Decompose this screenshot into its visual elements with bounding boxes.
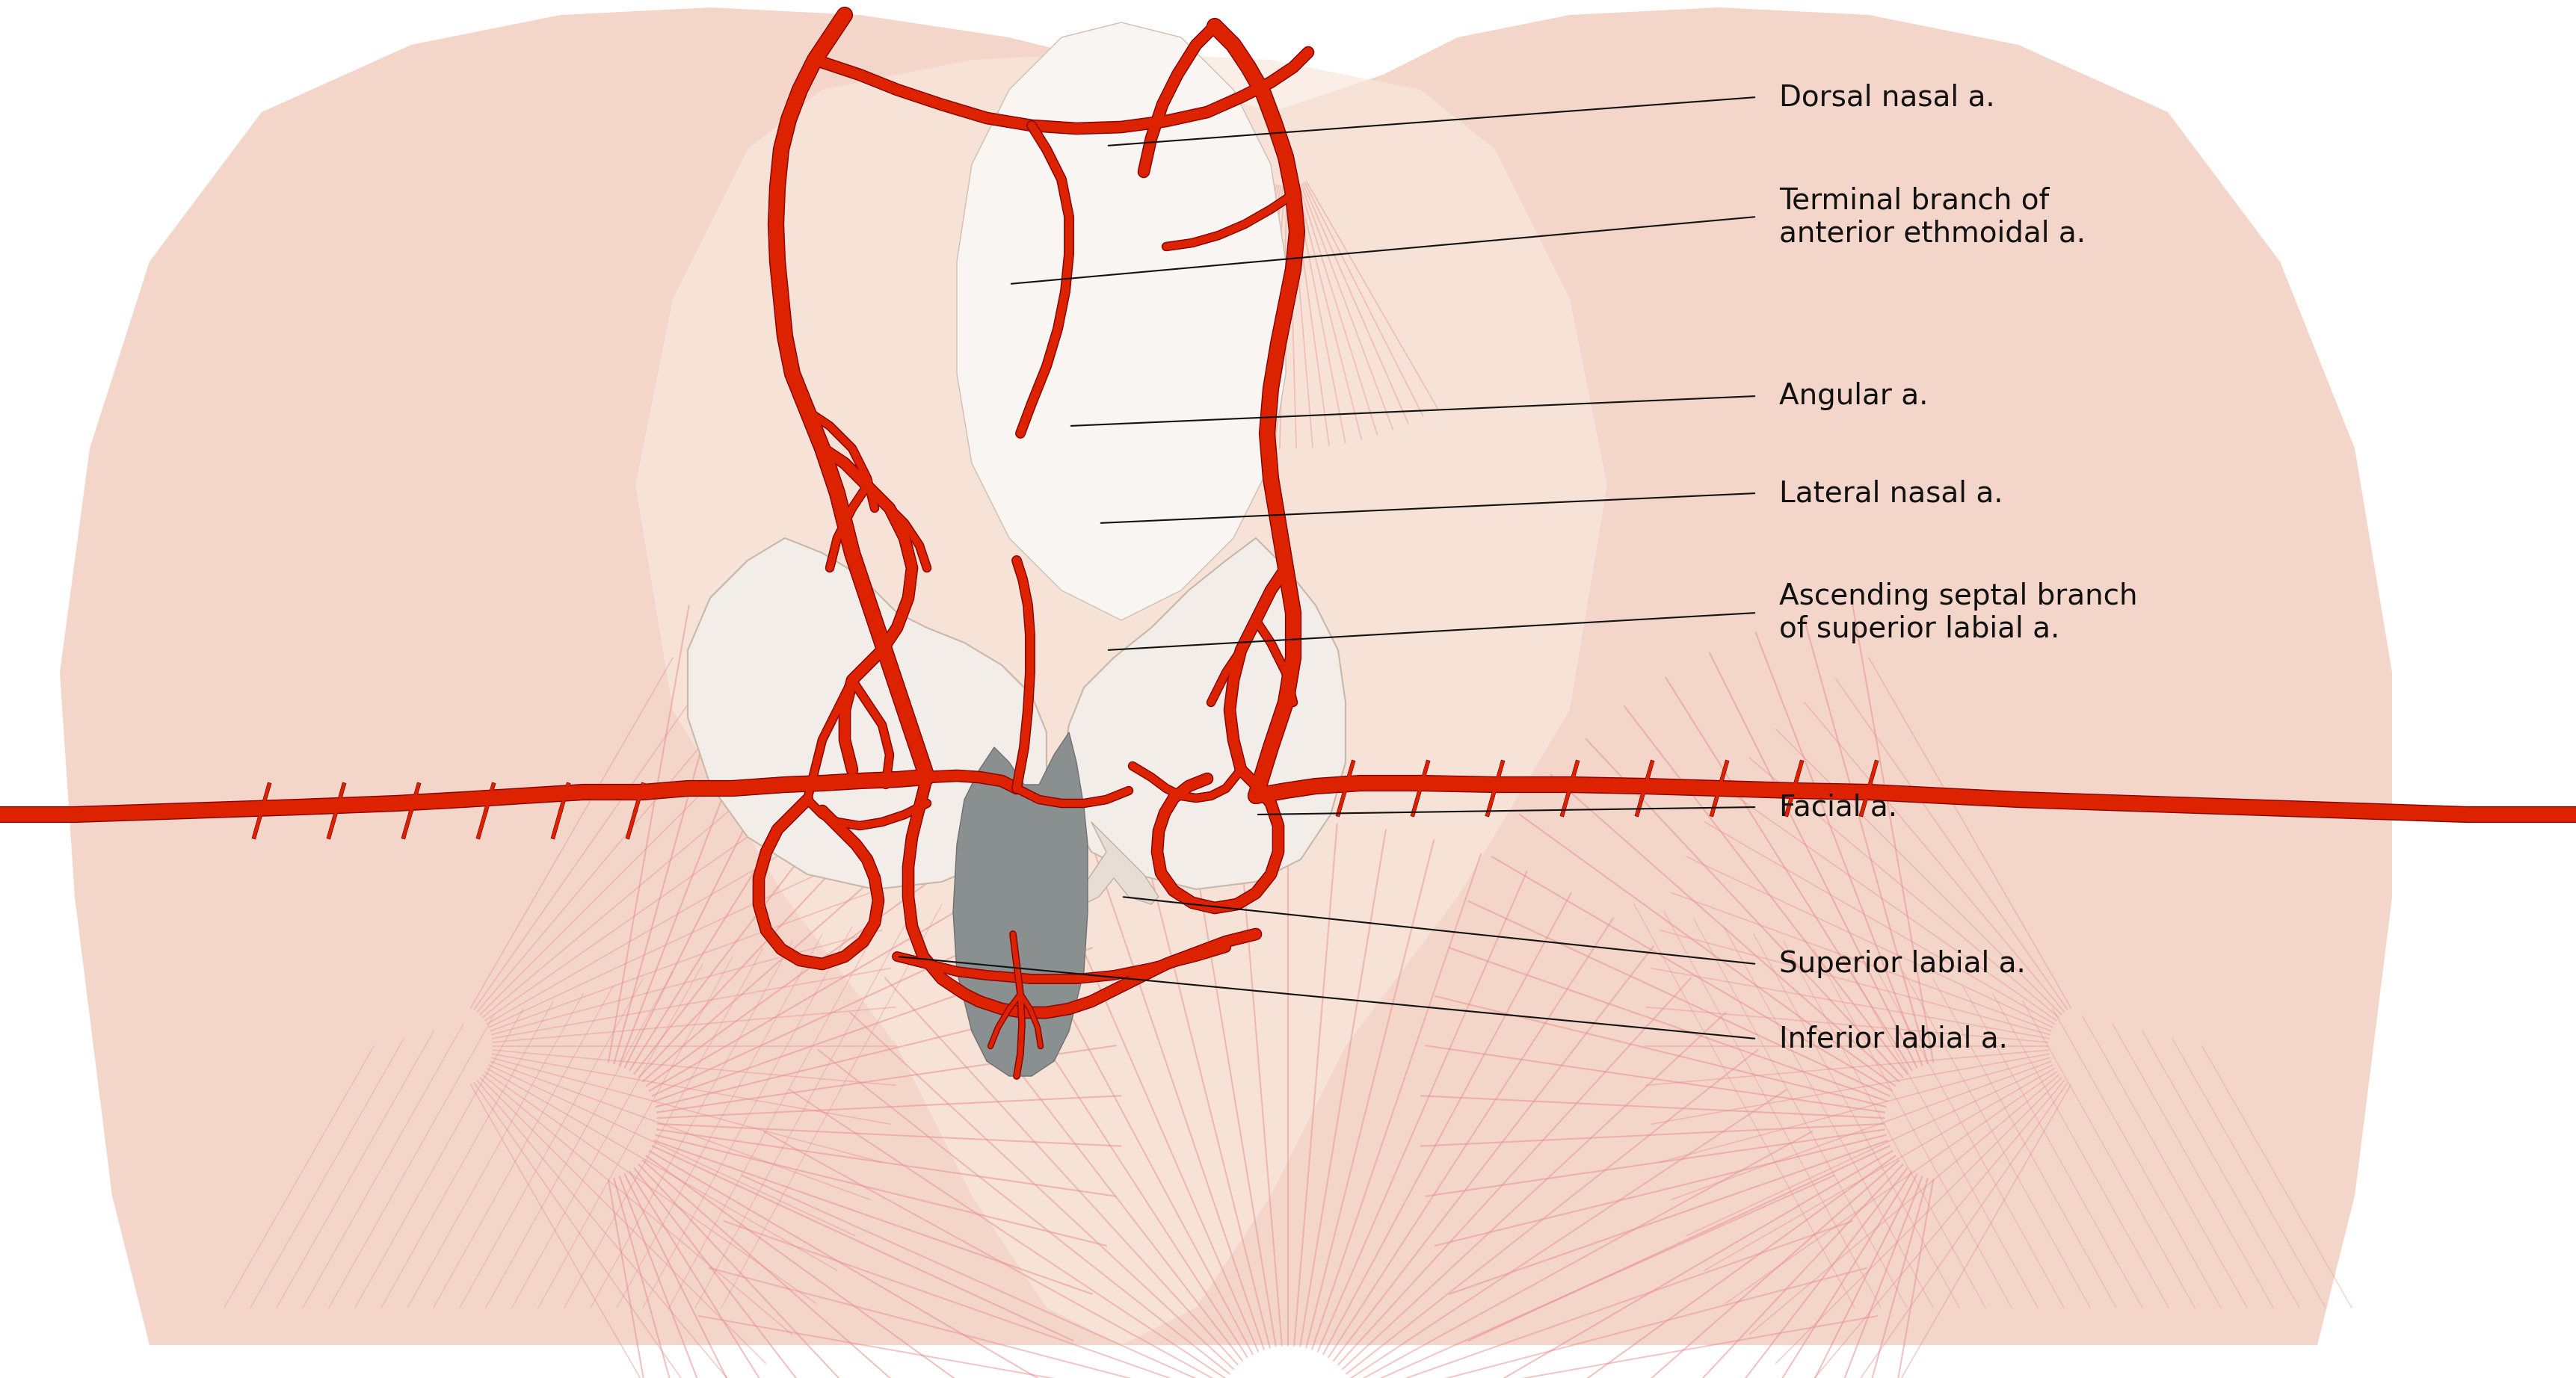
Text: Superior labial a.: Superior labial a. (1780, 949, 2025, 978)
Text: Ascending septal branch
of superior labial a.: Ascending septal branch of superior labi… (1780, 582, 2138, 644)
Polygon shape (636, 52, 1607, 1345)
Text: Inferior labial a.: Inferior labial a. (1780, 1024, 2007, 1053)
Text: Angular a.: Angular a. (1780, 382, 1929, 411)
Polygon shape (688, 537, 1046, 889)
Polygon shape (1061, 537, 1345, 889)
Polygon shape (953, 732, 1087, 1076)
Text: Facial a.: Facial a. (1780, 792, 1899, 821)
Text: Lateral nasal a.: Lateral nasal a. (1780, 480, 2004, 507)
Polygon shape (956, 22, 1285, 620)
Polygon shape (1077, 823, 1159, 904)
Polygon shape (59, 7, 2393, 1345)
Text: Terminal branch of
anterior ethmoidal a.: Terminal branch of anterior ethmoidal a. (1780, 186, 2087, 248)
Text: Dorsal nasal a.: Dorsal nasal a. (1780, 83, 1994, 112)
